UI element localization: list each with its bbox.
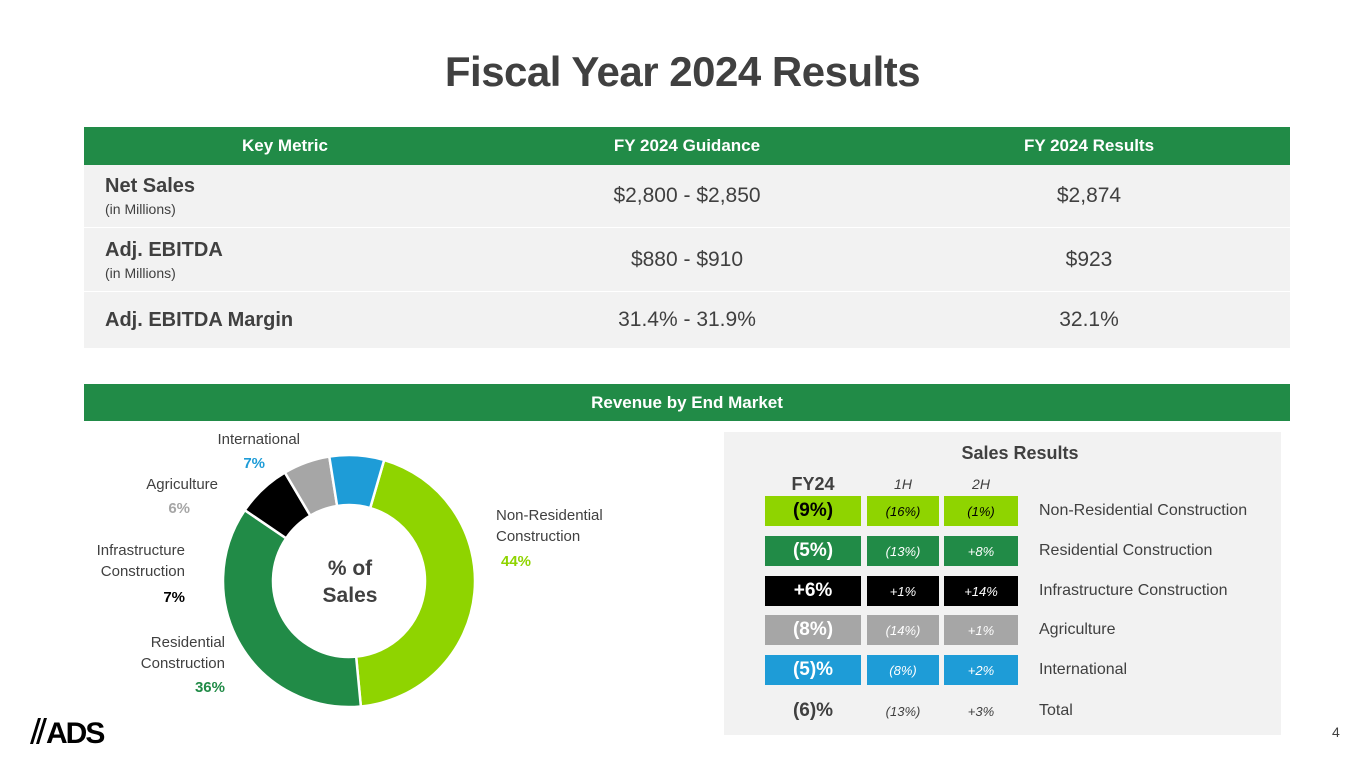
donut-slice-international xyxy=(327,453,386,510)
slice-label-line1: Agriculture xyxy=(146,476,218,493)
sales-2h-value: +3% xyxy=(967,703,995,719)
page-title: Fiscal Year 2024 Results xyxy=(444,48,921,95)
sales-2h-value: (1%) xyxy=(944,496,1018,526)
revenue-donut-chart xyxy=(221,453,477,709)
metric-result: 32.1% xyxy=(1059,308,1119,331)
sales-1h-value: +1% xyxy=(867,576,939,606)
slice-label-international: International xyxy=(175,429,300,450)
slice-pct-infrastructure: 7% xyxy=(163,589,185,606)
sales-fy24-value: (9%) xyxy=(765,496,861,526)
sales-row-label: International xyxy=(1039,661,1128,678)
donut-center-line1: % of xyxy=(327,557,373,580)
slice-label-line1: Residential xyxy=(150,634,225,651)
slice-label-line2: Construction xyxy=(496,528,581,545)
header-key-metric: Key Metric xyxy=(242,136,328,155)
sales-row-label: Total xyxy=(1039,702,1073,719)
metric-unit: (in Millions) xyxy=(105,201,176,217)
metric-result: $2,874 xyxy=(1056,184,1122,207)
sales-row-label: Infrastructure Construction xyxy=(1039,582,1228,599)
col-header-2h: 2H xyxy=(972,476,990,492)
key-metrics-table: Key Metric FY 2024 Guidance FY 2024 Resu… xyxy=(84,127,1290,348)
slice-pct-residential: 36% xyxy=(194,679,225,696)
key-metrics-header: Key Metric FY 2024 Guidance FY 2024 Resu… xyxy=(84,127,1290,165)
sales-row-label: Non-Residential Construction xyxy=(1039,502,1248,519)
slice-pct-agriculture: 6% xyxy=(168,500,190,517)
revenue-section-header: Revenue by End Market xyxy=(84,384,1290,421)
metric-row-net-sales: Net Sales (in Millions) $2,800 - $2,850 … xyxy=(84,165,1290,227)
slice-pct-non-residential: 44% xyxy=(501,553,532,570)
sales-1h-value: (13%) xyxy=(885,703,921,719)
col-header-fy24: FY24 xyxy=(791,474,835,494)
sales-fy24-value: +6% xyxy=(765,576,861,606)
sales-2h-value: +1% xyxy=(944,615,1018,645)
donut-center-line2: Sales xyxy=(322,584,378,607)
metric-row-adj-ebitda-margin: Adj. EBITDA Margin 31.4% - 31.9% 32.1% xyxy=(84,291,1290,348)
donut-slice-residential-construction xyxy=(221,508,363,709)
sales-1h-value: (16%) xyxy=(867,496,939,526)
page-number: 4 xyxy=(1332,724,1340,740)
donut-center-label: % of Sales xyxy=(300,555,400,609)
col-header-1h: 1H xyxy=(894,476,912,492)
header-guidance: FY 2024 Guidance xyxy=(613,136,761,155)
metric-result: $923 xyxy=(1065,247,1113,271)
slice-pct-international: 7% xyxy=(243,455,265,472)
metric-row-adj-ebitda: Adj. EBITDA (in Millions) $880 - $910 $9… xyxy=(84,227,1290,291)
sales-fy24-value: (5)% xyxy=(765,655,861,685)
metric-name: Net Sales xyxy=(105,175,196,197)
sales-results-title: Sales Results xyxy=(961,443,1079,463)
logo-text: ADS xyxy=(46,717,104,746)
slice-label-line2: Construction xyxy=(100,563,185,580)
sales-fy24-value: (5%) xyxy=(765,536,861,566)
slice-label-infrastructure: Infrastructure Construction xyxy=(60,540,185,582)
slice-label-line1: Infrastructure xyxy=(96,542,185,559)
sales-2h-value: +8% xyxy=(944,536,1018,566)
slice-label-residential: Residential Construction xyxy=(110,632,225,674)
metric-guidance: $880 - $910 xyxy=(630,247,744,271)
metric-name: Adj. EBITDA xyxy=(105,238,223,261)
slice-label-line2: Construction xyxy=(140,655,225,672)
metric-name: Adj. EBITDA Margin xyxy=(105,308,294,331)
sales-row-label: Residential Construction xyxy=(1039,542,1213,559)
ads-logo: ADS xyxy=(30,717,106,746)
slice-label-agriculture: Agriculture xyxy=(100,474,218,495)
sales-fy24-value: (8%) xyxy=(765,615,861,645)
metric-unit: (in Millions) xyxy=(105,264,176,281)
sales-1h-value: (8%) xyxy=(867,655,939,685)
sales-row-label: Agriculture xyxy=(1039,621,1116,638)
sales-fy24-value: (6)% xyxy=(792,700,834,721)
slice-label-non-residential: Non-Residential Construction xyxy=(496,505,603,547)
slice-label-line1: International xyxy=(217,431,300,448)
metric-guidance: $2,800 - $2,850 xyxy=(613,184,761,207)
sales-1h-value: (13%) xyxy=(867,536,939,566)
donut-slice-non-residential-construction xyxy=(354,458,477,708)
sales-2h-value: +2% xyxy=(944,655,1018,685)
sales-2h-value: +14% xyxy=(944,576,1018,606)
header-results: FY 2024 Results xyxy=(1023,136,1155,155)
metric-guidance: 31.4% - 31.9% xyxy=(618,308,756,331)
slice-label-line1: Non-Residential xyxy=(496,507,603,524)
sales-1h-value: (14%) xyxy=(867,615,939,645)
